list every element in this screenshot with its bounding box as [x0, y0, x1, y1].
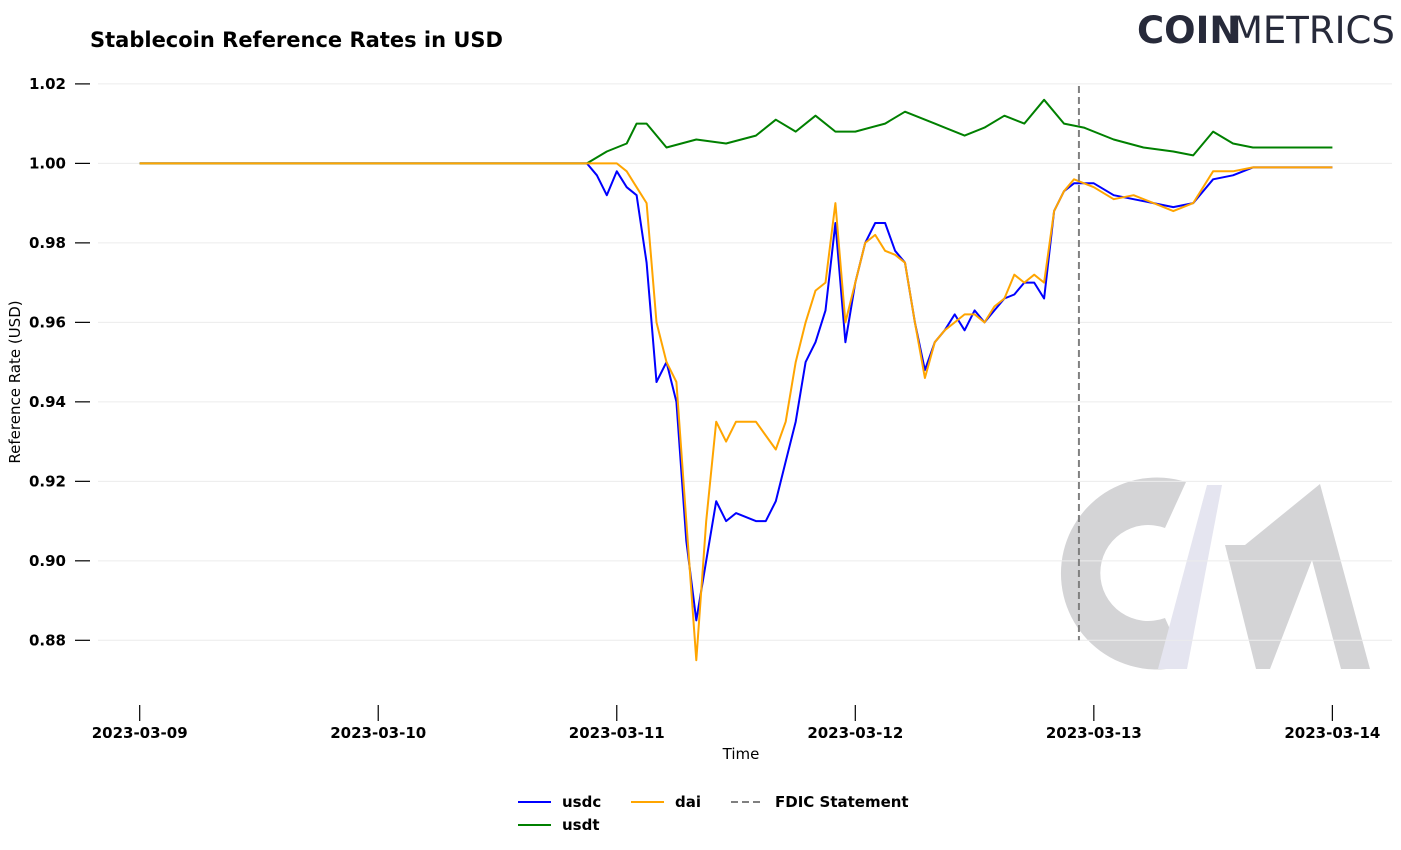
y-axis-label: Reference Rate (USD): [6, 300, 24, 463]
x-tick-label-2023-03-09: 2023-03-09: [92, 724, 188, 742]
series-line-usdc: [139, 162, 1333, 622]
chart-title: Stablecoin Reference Rates in USD: [90, 28, 503, 52]
legend-label-fdic-statement: FDIC Statement: [775, 793, 909, 811]
y-tick-label-0.92: 0.92: [29, 472, 66, 490]
plot-area: [139, 98, 1333, 662]
series-line-dai: [139, 162, 1333, 662]
logo-coin-text: COIN: [1137, 9, 1240, 52]
legend: usdc dai FDIC Statement usdt: [518, 793, 909, 834]
legend-label-usdc: usdc: [562, 793, 601, 811]
y-tick-label-1.02: 1.02: [29, 75, 66, 93]
y-tick-label-0.98: 0.98: [29, 234, 66, 252]
y-tick-label-0.96: 0.96: [29, 313, 66, 331]
watermark-logo: [1060, 477, 1370, 670]
y-tick-label-1.00: 1.00: [29, 154, 66, 172]
brand-logo: COIN METRICS: [1137, 9, 1395, 52]
x-tick-label-2023-03-13: 2023-03-13: [1046, 724, 1142, 742]
legend-label-usdt: usdt: [562, 816, 600, 834]
x-axis-label: Time: [722, 745, 760, 763]
x-axis: 2023-03-09 2023-03-10 2023-03-11 2023-03-12…: [92, 705, 1380, 742]
y-tick-label-0.94: 0.94: [29, 393, 66, 411]
series-line-usdt: [139, 98, 1333, 165]
y-tick-label-0.90: 0.90: [29, 552, 66, 570]
x-tick-label-2023-03-11: 2023-03-11: [569, 724, 665, 742]
x-tick-label-2023-03-12: 2023-03-12: [807, 724, 903, 742]
gridlines: [98, 83, 1392, 641]
y-axis: 0.88 0.90 0.92 0.94 0.96 0.98 1.00 1.02: [29, 75, 90, 649]
y-tick-label-0.88: 0.88: [29, 631, 66, 649]
x-tick-label-2023-03-14: 2023-03-14: [1284, 724, 1380, 742]
x-tick-label-2023-03-10: 2023-03-10: [330, 724, 426, 742]
logo-metrics-text: METRICS: [1231, 9, 1395, 52]
legend-label-dai: dai: [675, 793, 701, 811]
